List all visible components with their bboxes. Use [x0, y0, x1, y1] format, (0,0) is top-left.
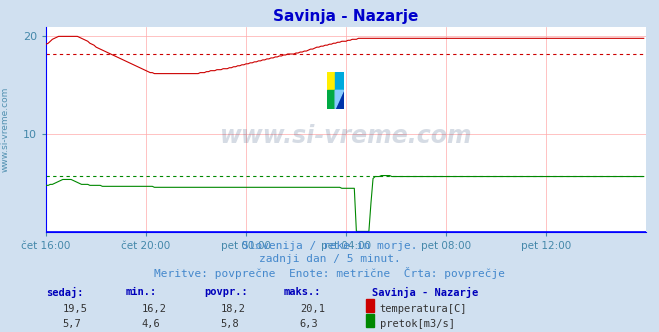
Text: www.si-vreme.com: www.si-vreme.com: [1, 87, 10, 172]
Text: maks.:: maks.:: [283, 287, 321, 297]
Text: 4,6: 4,6: [142, 319, 160, 329]
Text: zadnji dan / 5 minut.: zadnji dan / 5 minut.: [258, 254, 401, 264]
Text: min.:: min.:: [125, 287, 156, 297]
Text: 20,1: 20,1: [300, 304, 325, 314]
Text: sedaj:: sedaj:: [46, 287, 84, 298]
Text: pretok[m3/s]: pretok[m3/s]: [380, 319, 455, 329]
Text: 5,7: 5,7: [63, 319, 81, 329]
Text: 19,5: 19,5: [63, 304, 88, 314]
Text: Slovenija / reke in morje.: Slovenija / reke in morje.: [242, 241, 417, 251]
Text: 6,3: 6,3: [300, 319, 318, 329]
Text: 18,2: 18,2: [221, 304, 246, 314]
Text: 5,8: 5,8: [221, 319, 239, 329]
Text: 16,2: 16,2: [142, 304, 167, 314]
Text: www.si-vreme.com: www.si-vreme.com: [219, 124, 473, 148]
Text: temperatura[C]: temperatura[C]: [380, 304, 467, 314]
Text: Meritve: povprečne  Enote: metrične  Črta: povprečje: Meritve: povprečne Enote: metrične Črta:…: [154, 267, 505, 279]
Title: Savinja - Nazarje: Savinja - Nazarje: [273, 9, 418, 24]
Text: povpr.:: povpr.:: [204, 287, 248, 297]
Text: Savinja - Nazarje: Savinja - Nazarje: [372, 287, 478, 298]
